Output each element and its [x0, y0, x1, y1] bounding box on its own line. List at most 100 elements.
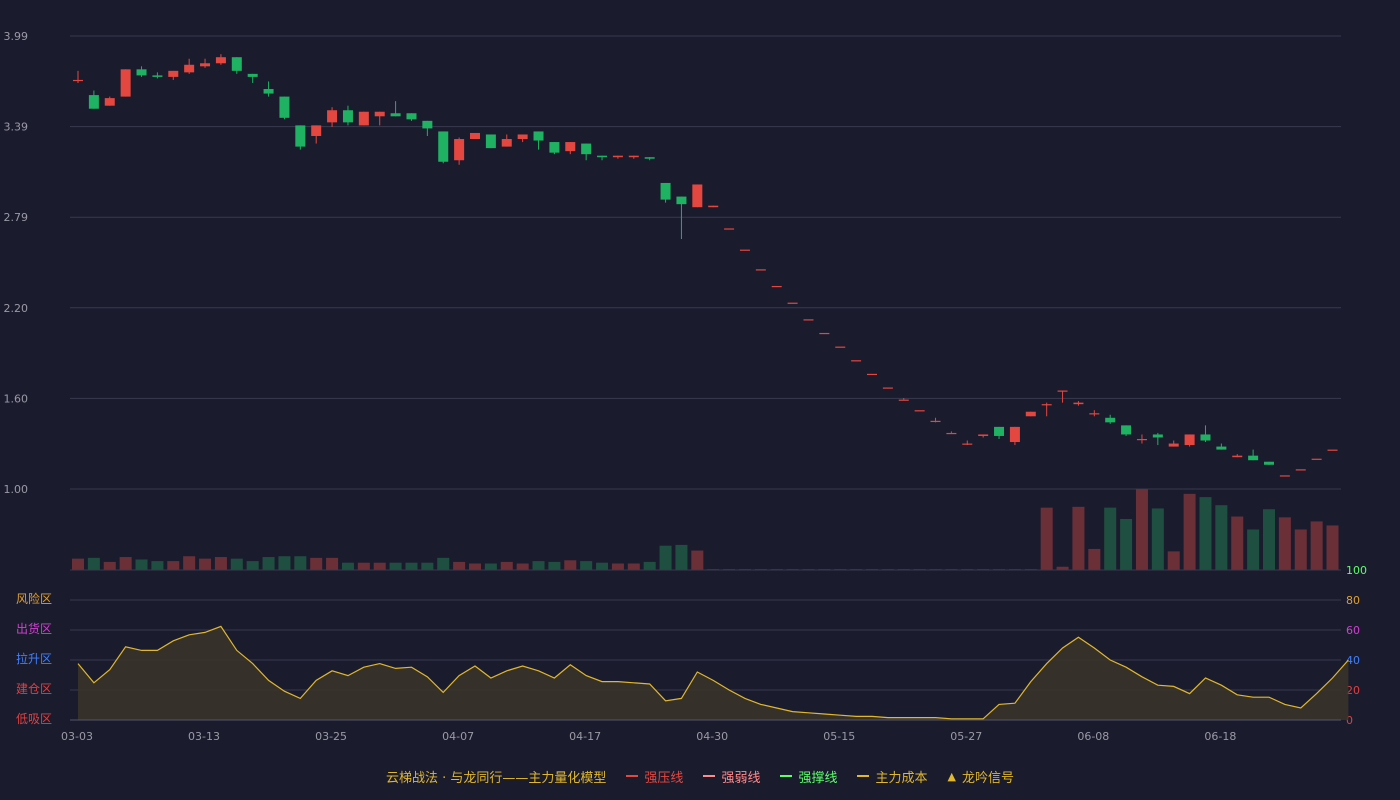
- candle-body: [1152, 434, 1163, 438]
- legend-item[interactable]: 强撑线: [780, 767, 837, 786]
- candle-body: [771, 285, 782, 288]
- x-tick-label: 03-25: [315, 730, 347, 743]
- x-tick-label: 06-18: [1204, 730, 1236, 743]
- volume-bar: [596, 562, 609, 570]
- chart-legend: 云梯战法 · 与龙同行——主力量化模型 强压线 强弱线 强撑线 主力成本 ▲ 龙吟信号: [0, 766, 1400, 786]
- volume-bar: [167, 561, 180, 570]
- legend-label: 龙吟信号: [961, 770, 1014, 786]
- candle-body: [1327, 449, 1338, 451]
- volume-bar: [1135, 489, 1148, 570]
- zone-label: 拉升区: [16, 651, 52, 666]
- candle-body: [628, 155, 639, 158]
- candle-body: [184, 64, 195, 73]
- x-tick-label: 04-17: [569, 730, 601, 743]
- x-tick-label: 03-03: [61, 730, 93, 743]
- volume-bar: [1310, 521, 1323, 570]
- zone-label: 出货区: [16, 621, 52, 636]
- candle-body: [342, 110, 353, 123]
- volume-bar: [1056, 566, 1069, 570]
- volume-bar: [183, 556, 196, 570]
- volume-bar: [103, 561, 116, 570]
- candle-body: [692, 184, 703, 208]
- volume-bar: [1040, 507, 1053, 570]
- candle-body: [1232, 455, 1243, 458]
- legend-label: 强弱线: [721, 770, 761, 786]
- candle-body: [708, 205, 719, 208]
- candle-body: [73, 79, 83, 82]
- candle-body: [660, 182, 671, 200]
- volume-bar: [1072, 506, 1085, 570]
- candle-body: [152, 75, 163, 77]
- legend-line-icon: [780, 775, 793, 777]
- candle-body: [787, 302, 798, 304]
- volume-bar: [675, 544, 688, 570]
- volume-bar: [1247, 529, 1260, 570]
- legend-item[interactable]: 云梯战法 · 与龙同行——主力量化模型: [386, 767, 606, 786]
- legend-label: 强压线: [644, 770, 684, 786]
- candle-body: [549, 142, 560, 153]
- candle-body: [835, 346, 846, 348]
- candle-body: [1279, 475, 1290, 477]
- candle-body: [295, 125, 306, 147]
- candle-body: [1311, 458, 1322, 460]
- candle-body: [1200, 434, 1211, 441]
- legend-item[interactable]: 强压线: [626, 767, 683, 786]
- candle-body: [327, 110, 338, 123]
- volume-bar: [1215, 505, 1228, 570]
- candle-body: [914, 410, 925, 412]
- candle-body: [612, 155, 623, 158]
- candle-body: [470, 132, 480, 140]
- volume-bar: [691, 550, 704, 570]
- candle-body: [994, 426, 1005, 436]
- price-tick-label: 3.39: [4, 121, 29, 134]
- candle-body: [1248, 455, 1259, 461]
- candle-body: [422, 120, 433, 129]
- candle-body: [215, 57, 226, 64]
- volume-bar: [310, 557, 323, 570]
- volume-bar: [230, 558, 243, 570]
- volume-bar: [532, 561, 545, 570]
- legend-line-icon: [703, 775, 716, 777]
- volume-bar: [1151, 508, 1164, 570]
- candle-body: [739, 249, 750, 251]
- candle-body: [962, 443, 973, 445]
- candle-body: [755, 269, 766, 271]
- price-tick-label: 1.60: [4, 392, 29, 405]
- candle-body: [1025, 411, 1036, 417]
- candle-body: [311, 125, 322, 136]
- legend-item[interactable]: 强弱线: [703, 767, 760, 786]
- legend-label: 主力成本: [875, 770, 928, 786]
- candle-body: [1089, 413, 1100, 415]
- candle-body: [247, 73, 258, 77]
- legend-item[interactable]: ▲ 龙吟信号: [947, 767, 1013, 786]
- candle-body: [406, 113, 417, 120]
- volume-bar: [405, 562, 418, 570]
- candle-body: [1168, 443, 1179, 447]
- candle-body: [581, 143, 592, 155]
- candle-body: [867, 373, 877, 376]
- candle-body: [1216, 446, 1227, 450]
- volume-bar: [199, 558, 212, 570]
- candle-body: [1184, 434, 1195, 446]
- legend-item[interactable]: 主力成本: [857, 767, 927, 786]
- candle-body: [120, 69, 131, 97]
- volume-bar: [326, 557, 339, 570]
- indicator-line: [77, 625, 1349, 720]
- indicator-area: [78, 626, 1349, 720]
- legend-line-icon: [857, 775, 870, 777]
- volume-bar: [1199, 497, 1212, 570]
- candle-body: [263, 89, 274, 94]
- volume-bar: [1104, 507, 1117, 570]
- candle-body: [1295, 469, 1306, 471]
- candle-body: [517, 134, 528, 140]
- candle-body: [1136, 439, 1147, 441]
- volume-bar: [341, 562, 354, 570]
- volume-bar: [469, 563, 481, 570]
- x-tick-label: 05-15: [823, 730, 855, 743]
- triangle-icon: ▲: [947, 769, 956, 783]
- x-tick-label: 04-07: [442, 730, 474, 743]
- volume-bar: [484, 563, 497, 570]
- candle-body: [819, 332, 830, 335]
- volume-bar: [437, 557, 450, 570]
